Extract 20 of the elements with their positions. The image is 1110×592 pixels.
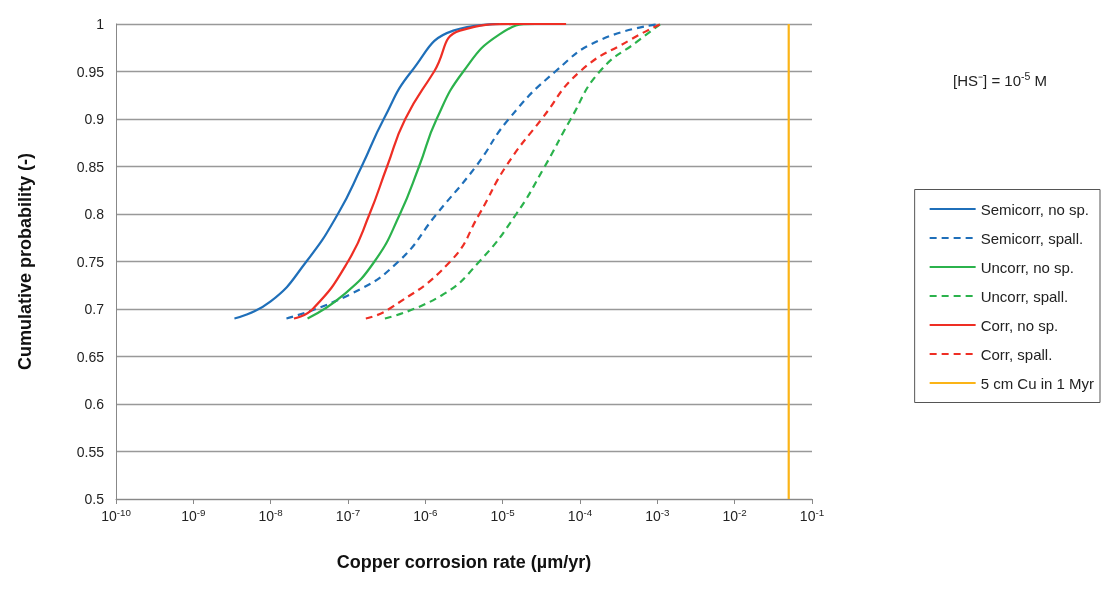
legend-label: Uncorr, no sp.	[980, 258, 1075, 276]
y-tick-label: 0.65	[76, 348, 105, 365]
legend-label: 5 cm Cu in 1 Myr	[980, 374, 1094, 392]
legend-label: Semicorr, no sp.	[980, 200, 1090, 218]
y-tick-label: 0.7	[84, 301, 105, 317]
y-tick-label: 0.75	[76, 253, 105, 270]
y-axis-title: Cumulative probability (-)	[15, 152, 35, 371]
y-tick-label: 0.9	[84, 111, 105, 127]
y-tick-label: 0.8	[84, 206, 105, 222]
y-tick-label: 0.5	[84, 491, 105, 507]
legend-label: Semicorr, spall.	[980, 229, 1084, 247]
y-tick-label: 0.55	[76, 443, 105, 460]
y-tick-label: 0.85	[76, 158, 105, 175]
legend-label: Uncorr, spall.	[980, 287, 1069, 305]
y-tick-label: 1	[96, 16, 105, 32]
y-tick-label: 0.95	[76, 63, 105, 80]
legend-label: Corr, no sp.	[980, 316, 1059, 334]
legend-label: Corr, spall.	[980, 345, 1053, 363]
y-tick-label: 0.6	[84, 396, 105, 412]
x-axis-title: Copper corrosion rate (µm/yr)	[336, 552, 592, 572]
